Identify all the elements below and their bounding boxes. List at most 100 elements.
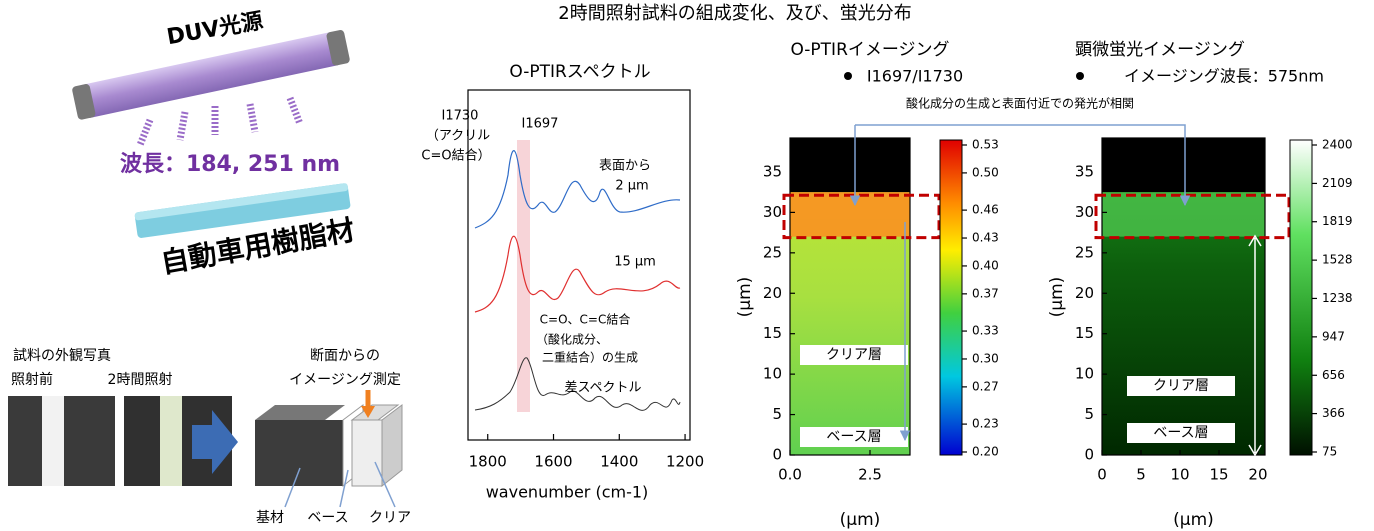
map-frame: [1101, 137, 1266, 456]
fluor-subtitle: イメージング波長：575nm: [1124, 67, 1324, 86]
spectrum-annotation: C=O結合）: [421, 149, 490, 164]
y-tick-label: 30: [763, 203, 782, 221]
layer-tag: [1127, 423, 1235, 443]
wavelength: 波長：184, 251 nm: [120, 152, 340, 177]
highlight-box: [1094, 193, 1291, 240]
spectrum-annotation: 2 µm: [615, 179, 648, 194]
x-tick-label: 10: [1170, 466, 1189, 484]
sample-strip: [160, 396, 182, 486]
colorbar-tick-label: 2109: [1322, 176, 1353, 190]
spectrum-annotations: I1730 （アクリル C=O結合） I1697 表面から 2 µm 15 µm C=O、C=…: [421, 109, 655, 396]
x-tick-label: 1400: [600, 453, 638, 471]
y-tick-label: 10: [1075, 365, 1094, 383]
colorbar-tick-label: 2400: [1322, 138, 1353, 152]
colorbar-tick-label: 0.46: [972, 203, 999, 217]
bullet: [844, 72, 852, 80]
arrow: [192, 410, 238, 474]
layer-label: ベース層: [1153, 425, 1208, 441]
colorbar-tick-label: 0.37: [972, 286, 999, 300]
colorbar-tick-label: 0.53: [972, 138, 999, 152]
spectrum-annotation: 差スペクトル: [564, 381, 641, 396]
x-tick-label: 15: [1209, 466, 1228, 484]
y-tick-label: 25: [1075, 243, 1094, 261]
photo-after-label: 2時間照射: [108, 372, 173, 388]
colorbar-tick-label: 1238: [1322, 291, 1353, 305]
y-tick-label: 25: [763, 243, 782, 261]
colorbar-tick-label: 1819: [1322, 214, 1353, 228]
spectrum-annotation: （アクリル: [426, 129, 490, 144]
colorbar-tick-label: 0.33: [972, 324, 999, 338]
colorbar-tick-label: 947: [1322, 329, 1345, 343]
colorbar-tick-label: 0.30: [972, 351, 999, 365]
y-tick-label: 5: [1084, 405, 1094, 423]
y-tick-label: 30: [1075, 203, 1094, 221]
measure-title: イメージング測定: [289, 372, 401, 388]
y-tick-label: 15: [763, 324, 782, 342]
x-axis-label: (µm): [840, 510, 881, 530]
colorbar-tick-label: 366: [1322, 406, 1345, 420]
highlight-box: [782, 193, 941, 240]
colorbar-tick-label: 0.43: [972, 231, 999, 245]
y-tick-label: 0: [1084, 446, 1094, 464]
x-tick-label: 5: [1136, 466, 1146, 484]
y-tick-label: 5: [772, 405, 782, 423]
y-tick-label: 20: [763, 284, 782, 302]
x-tick-label: 20: [1248, 466, 1267, 484]
x-tick-label: 0: [1097, 466, 1107, 484]
resin-slab: [134, 183, 351, 238]
colorbar: [939, 139, 963, 456]
spectrum-annotation: C=O、C=C結合: [540, 312, 631, 327]
y-tick-label: 10: [763, 365, 782, 383]
spectrum-annotation: 表面から: [599, 159, 651, 174]
colorbar-tick-label: 1528: [1322, 253, 1353, 267]
colorbar: [1289, 139, 1313, 456]
spectrum-line: [474, 357, 681, 411]
spectrum-annotation: 二重結合）の生成: [542, 350, 638, 365]
spectrum-annotation: I1730: [442, 109, 479, 124]
map-band: [1102, 192, 1265, 237]
layer-label: クリア層: [1153, 378, 1209, 394]
cross-section-block: [255, 390, 403, 508]
colorbar-tick-label: 75: [1322, 445, 1337, 459]
x-tick-label: 2.5: [858, 466, 882, 484]
sample-strip: [42, 396, 64, 486]
measure-title: 断面からの: [310, 348, 380, 364]
colorbar-tick-label: 656: [1322, 368, 1345, 382]
fluor-title: 顕微蛍光イメージング: [1075, 40, 1245, 60]
y-tick-label: 0: [772, 446, 782, 464]
y-tick-label: 15: [1075, 324, 1094, 342]
spectrum-annotation: 15 µm: [614, 255, 656, 270]
colorbar-tick-label: 0.23: [972, 417, 999, 431]
double-arrow: [1248, 234, 1262, 457]
y-tick-label: 35: [763, 162, 782, 180]
colorbar-tick-label: 0.27: [972, 379, 999, 393]
colorbar-tick-label: 0.40: [972, 258, 999, 272]
x-tick-label: 1600: [534, 453, 572, 471]
light-label: DUV光源: [165, 9, 265, 50]
spectrum-frame: [467, 89, 691, 441]
photo-title: 試料の外観写真: [13, 347, 111, 364]
light-rays: [136, 96, 304, 147]
connectors: [849, 124, 1191, 442]
layer-label: クリア層: [826, 347, 882, 363]
figure-title: 2時間照射試料の組成変化、及び、蛍光分布: [558, 3, 911, 24]
y-tick-label: 35: [1075, 162, 1094, 180]
x-tick-label: 0.0: [778, 466, 802, 484]
spectrum-annotation: （酸化成分、: [536, 332, 608, 347]
block-label: ベース: [307, 510, 348, 526]
spectrum-annotation: I1697: [522, 117, 559, 132]
colorbar-tick-label: 0.50: [972, 165, 999, 179]
y-tick-label: 20: [1075, 284, 1094, 302]
ptir-title: O-PTIRイメージング: [790, 40, 949, 60]
x-axis-label: (µm): [1173, 510, 1214, 530]
spectrum-line: [474, 150, 681, 229]
layer-label: ベース層: [826, 429, 881, 445]
map-surface: [790, 138, 910, 193]
spectrum-title: O-PTIRスペクトル: [509, 62, 650, 82]
layer-tag: [800, 345, 908, 365]
block-label: 基材: [256, 509, 284, 526]
y-axis-label: (µm): [735, 277, 755, 318]
lamp: [72, 30, 350, 120]
